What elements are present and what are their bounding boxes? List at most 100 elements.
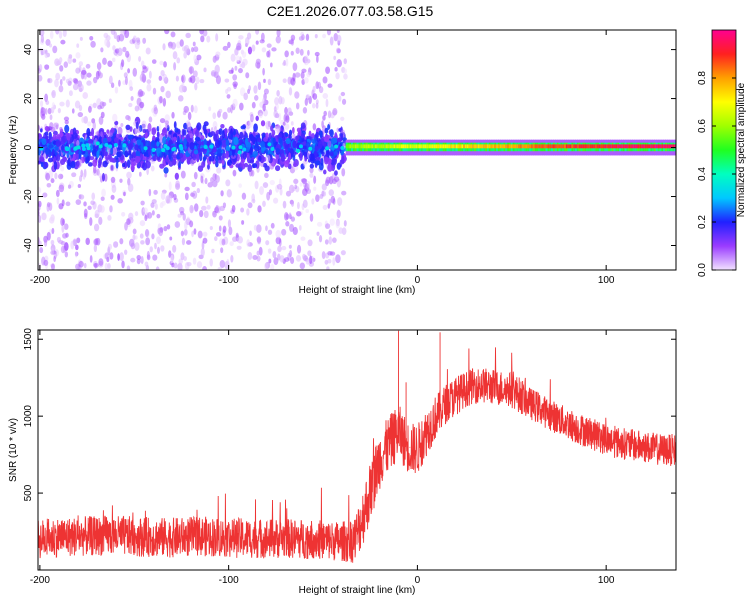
spectrogram-cell [60, 39, 66, 45]
spectrogram-cell [327, 83, 333, 88]
spectrogram-cell [327, 250, 333, 256]
spectrogram-cell [272, 137, 276, 144]
spectrogram-cell [122, 46, 127, 53]
spectrogram-cell [299, 48, 304, 56]
spectrogram-cell [290, 256, 295, 265]
spectrogram-cell [159, 95, 163, 104]
spectrogram-cell [104, 262, 109, 270]
spectrogram-cell [292, 154, 296, 161]
spectrogram-cell [91, 127, 95, 137]
spectrogram-cell [194, 136, 201, 142]
spectrogram-cell [672, 144, 676, 149]
spectrogram-cell [263, 78, 266, 84]
spectrogram-cell [247, 202, 253, 209]
spectrogram-cell [64, 251, 69, 258]
spectrogram-cell [78, 152, 82, 160]
spectrogram-cell [165, 90, 171, 99]
spectrogram-cell [172, 244, 177, 253]
spectrogram-cell [138, 171, 142, 177]
spectrogram-cell [38, 124, 41, 132]
spectrogram-cell [292, 140, 297, 149]
spectrogram-cell [121, 211, 126, 217]
spectrogram-cell [271, 47, 277, 52]
spectrogram-cell [128, 212, 134, 221]
spectrogram-cell [189, 204, 194, 214]
spectrogram-cell [615, 144, 619, 149]
spectrogram-cell [117, 126, 123, 136]
x-tick-label: 100 [598, 275, 615, 286]
spectrogram-cell [512, 144, 516, 149]
spectrogram-cell [231, 204, 236, 213]
spectrogram-cell [560, 144, 564, 149]
spectrogram-cell [290, 50, 294, 56]
spectrogram-cell [262, 97, 266, 105]
spectrogram-cell [177, 95, 184, 102]
spectrogram-cell [135, 121, 139, 130]
spectrogram-cell [354, 144, 358, 149]
spectrogram-cell [650, 144, 654, 149]
spectrogram-cell [193, 54, 197, 63]
spectrogram-cell [481, 144, 485, 149]
spectrogram-cell [292, 133, 296, 140]
spectrogram-cell [613, 144, 617, 149]
spectrogram-cell [253, 85, 258, 94]
spectrogram-cell [314, 160, 321, 166]
spectrogram-cell [205, 196, 209, 204]
spectrogram-cell [116, 151, 122, 158]
spectrogram-cell [164, 120, 170, 125]
spectrogram-cell [182, 129, 187, 136]
spectrogram-cell [252, 255, 258, 260]
spectrogram-cell [323, 169, 327, 175]
spectrogram-cell [67, 56, 72, 65]
spectrogram-cell [165, 123, 170, 129]
colorbar-tick-label: 0.4 [697, 167, 708, 181]
spectrogram-cell [285, 221, 290, 227]
spectrogram-cell [329, 218, 335, 226]
spectrogram-cell [595, 144, 599, 149]
spectrogram-cell [45, 38, 51, 46]
spectrogram-cell [53, 122, 59, 128]
spectrogram-cell [222, 45, 229, 51]
spectrogram-cell [287, 107, 292, 115]
spectrogram-cell [316, 231, 320, 236]
spectrogram-cell [53, 255, 56, 263]
spectrogram-cell [61, 224, 65, 232]
spectrogram-cell [336, 34, 342, 44]
spectrogram-cell [96, 168, 100, 176]
spectrogram-cell [302, 151, 308, 156]
spectrogram-cell [144, 132, 148, 139]
spectrogram-cell [93, 262, 99, 268]
spectrogram-cell [191, 230, 194, 238]
spectrogram-cell [231, 148, 235, 157]
spectrogram-cell [397, 144, 400, 149]
colorbar-ticks: 0.0 0.2 0.4 0.6 0.8 [697, 71, 736, 277]
spectrogram-cell [325, 98, 329, 108]
spectrogram-cell [294, 72, 301, 78]
spectrogram-cell [62, 76, 66, 81]
spectrogram-cell [415, 144, 419, 149]
spectrogram-cell [59, 65, 64, 72]
spectrogram-cell [624, 144, 628, 149]
spectrogram-cell [532, 144, 536, 149]
spectrogram-cell [279, 187, 283, 196]
spectrogram-cell [437, 144, 441, 149]
spectrogram-cell [289, 249, 293, 258]
spectrogram-cell [158, 123, 162, 132]
spectrogram-cell [184, 192, 189, 201]
spectrogram-cell [123, 191, 126, 197]
spectrogram-cell [82, 92, 88, 99]
spectrogram-cell [151, 127, 157, 136]
spectrogram-cell [264, 172, 269, 179]
spectrogram-cell [593, 144, 597, 149]
spectrogram-cell [92, 159, 98, 167]
spectrogram-cell [78, 83, 84, 92]
spectrogram-cell [340, 116, 345, 121]
spectrogram-cell [327, 124, 331, 130]
spectrogram-cell [96, 62, 102, 71]
spectrogram-cell [402, 144, 406, 149]
spectrogram-cell [534, 144, 538, 149]
spectrogram-cell [94, 213, 99, 219]
spectrogram-cell [409, 144, 413, 149]
spectrogram-cell [109, 164, 115, 172]
spectrogram-cell [276, 30, 281, 37]
